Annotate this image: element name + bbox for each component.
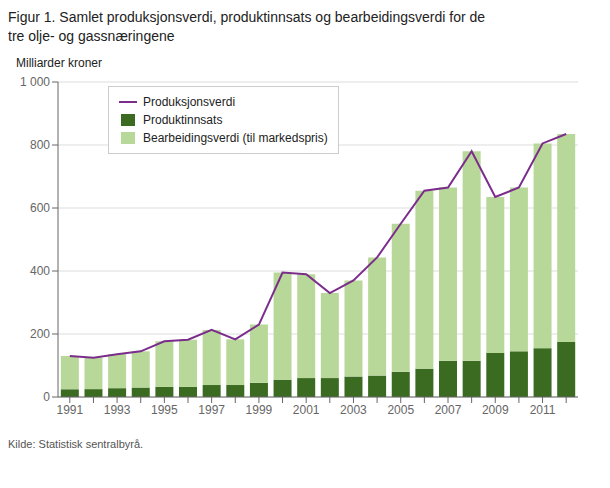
html-text:Produktinnsats: Produktinnsats — [143, 113, 223, 127]
html-text:Bearbeidingsverdi (til markeds: Bearbeidingsverdi (til markedspris) — [143, 131, 328, 145]
svg-text:2007: 2007 — [435, 403, 462, 417]
html-text:Figur 1. Samlet produksjonsver: Figur 1. Samlet produksjonsverdi, produk… — [8, 9, 485, 25]
svg-text:800: 800 — [30, 138, 50, 152]
svg-text:1 000: 1 000 — [20, 75, 50, 89]
svg-text:200: 200 — [30, 327, 50, 341]
html-text:tre olje- og gassnæringene: tre olje- og gassnæringene — [8, 28, 175, 44]
html-text:Milliarder kroner: Milliarder kroner — [16, 56, 102, 70]
svg-text:1995: 1995 — [151, 403, 178, 417]
svg-text:0: 0 — [43, 390, 50, 404]
svg-text:2011: 2011 — [530, 403, 556, 417]
svg-text:2009: 2009 — [482, 403, 509, 417]
svg-text:2001: 2001 — [293, 403, 320, 417]
svg-text:2003: 2003 — [340, 403, 367, 417]
svg-text:400: 400 — [30, 264, 50, 278]
html-text:Produksjonsverdi: Produksjonsverdi — [143, 95, 235, 109]
svg-text:1997: 1997 — [198, 403, 225, 417]
html-text:Kilde: Statistisk sentralbyrå.: Kilde: Statistisk sentralbyrå. — [8, 438, 144, 450]
svg-text:1991: 1991 — [56, 403, 83, 417]
svg-text:2005: 2005 — [387, 403, 414, 417]
svg-text:1999: 1999 — [246, 403, 273, 417]
svg-text:1993: 1993 — [104, 403, 131, 417]
svg-text:600: 600 — [30, 201, 50, 215]
